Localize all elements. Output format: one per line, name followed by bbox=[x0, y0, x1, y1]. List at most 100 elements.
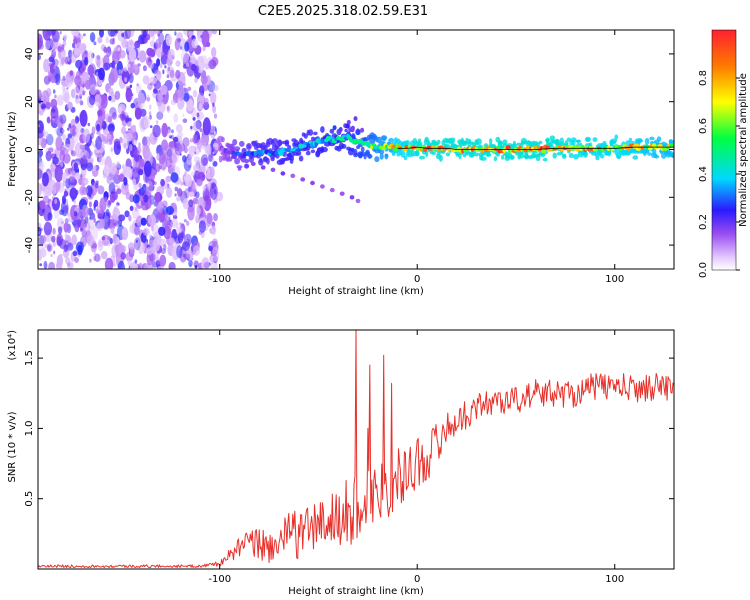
ridge-halo bbox=[583, 151, 588, 156]
snr-frame bbox=[37, 329, 675, 570]
noise-speck bbox=[163, 225, 171, 240]
noise-speck bbox=[51, 119, 55, 126]
noise-speck bbox=[184, 54, 190, 63]
noise-speck bbox=[89, 151, 93, 157]
noise-speck bbox=[194, 77, 198, 83]
noise-speck bbox=[192, 134, 198, 144]
noise-speck bbox=[127, 260, 132, 266]
noise-speck bbox=[108, 200, 112, 206]
x-tick-label: 0 bbox=[414, 274, 420, 285]
noise-speck bbox=[125, 87, 133, 103]
noise-speck bbox=[186, 62, 190, 68]
noise-speck bbox=[206, 212, 213, 225]
noise-speck bbox=[77, 244, 83, 256]
noise-speck bbox=[120, 252, 126, 260]
noise-speck bbox=[182, 118, 188, 123]
noise-speck bbox=[200, 135, 209, 146]
noise-speck bbox=[195, 214, 200, 224]
noise-speck bbox=[51, 48, 57, 59]
noise-speck bbox=[134, 40, 141, 49]
noise-speck bbox=[69, 187, 78, 200]
ridge-halo bbox=[545, 138, 551, 143]
noise-speck bbox=[65, 76, 73, 88]
noise-speck bbox=[65, 257, 71, 265]
noise-speck bbox=[108, 95, 112, 101]
ridge-halo bbox=[436, 139, 441, 145]
noise-speck bbox=[150, 265, 154, 269]
ridge-halo bbox=[303, 133, 308, 139]
noise-speck bbox=[145, 180, 154, 196]
noise-speck bbox=[176, 245, 183, 259]
ridge-halo bbox=[400, 150, 406, 158]
noise-speck bbox=[207, 167, 211, 173]
noise-speck bbox=[66, 242, 74, 251]
ridge-bump bbox=[360, 127, 365, 133]
noise-speck bbox=[83, 33, 86, 37]
noise-speck bbox=[146, 33, 151, 41]
noise-speck bbox=[107, 236, 111, 241]
noise-speck bbox=[161, 48, 169, 61]
noise-speck bbox=[125, 192, 132, 200]
noise-speck bbox=[117, 257, 120, 260]
noise-speck bbox=[132, 139, 138, 146]
noise-speck bbox=[188, 259, 193, 267]
noise-speck bbox=[107, 115, 113, 123]
noise-speck bbox=[93, 199, 99, 207]
noise-speck bbox=[109, 162, 117, 175]
ridge-halo bbox=[568, 152, 574, 159]
ridge-halo bbox=[564, 140, 569, 146]
noise-speck bbox=[105, 236, 110, 242]
noise-speck bbox=[158, 30, 163, 34]
noise-speck bbox=[94, 94, 102, 107]
noise-speck bbox=[166, 105, 171, 114]
noise-speck bbox=[165, 206, 174, 215]
ridge-halo bbox=[497, 140, 503, 147]
noise-speck bbox=[167, 48, 175, 61]
branch-point bbox=[320, 184, 325, 189]
noise-speck bbox=[154, 163, 161, 173]
noise-speck bbox=[61, 44, 65, 50]
noise-speck bbox=[192, 245, 201, 256]
noise-speck bbox=[79, 109, 88, 127]
noise-speck bbox=[46, 243, 53, 253]
noise-speck bbox=[165, 175, 172, 183]
noise-speck bbox=[94, 253, 101, 262]
noise-speck bbox=[153, 30, 161, 35]
noise-speck bbox=[139, 158, 145, 168]
noise-speck bbox=[110, 227, 115, 234]
y-tick-label: -20 bbox=[24, 189, 35, 205]
ridge-bump bbox=[332, 125, 337, 131]
noise-speck bbox=[113, 263, 116, 267]
noise-speck bbox=[117, 260, 125, 269]
noise-speck bbox=[198, 102, 203, 110]
noise-speck bbox=[195, 119, 202, 130]
noise-speck bbox=[61, 134, 67, 141]
noise-speck bbox=[89, 258, 92, 263]
snr-axes: -100 0 100 0.5 1.0 1.5 bbox=[24, 330, 674, 585]
noise-speck bbox=[110, 91, 115, 97]
ridge-halo bbox=[213, 149, 219, 154]
ridge-halo bbox=[595, 156, 600, 161]
ridge-halo bbox=[495, 152, 501, 157]
noise-speck bbox=[186, 98, 194, 112]
colorbar-tick-label: 0.4 bbox=[698, 166, 709, 182]
branch-point bbox=[290, 173, 296, 178]
noise-speck bbox=[174, 193, 177, 197]
noise-speck bbox=[101, 120, 107, 130]
noise-speck bbox=[157, 101, 166, 113]
y-tick-label: 40 bbox=[24, 48, 35, 61]
noise-speck bbox=[131, 206, 140, 220]
noise-speck bbox=[110, 147, 113, 153]
noise-speck bbox=[50, 77, 56, 84]
noise-speck bbox=[165, 34, 173, 47]
ridge-halo bbox=[493, 156, 498, 162]
y-tick-label: 1.0 bbox=[24, 420, 35, 436]
noise-speck bbox=[50, 98, 58, 109]
noise-speck bbox=[159, 62, 163, 69]
noise-speck bbox=[59, 150, 66, 162]
noise-speck bbox=[190, 138, 193, 141]
noise-speck bbox=[134, 259, 138, 264]
noise-speck bbox=[142, 65, 147, 72]
noise-speck bbox=[206, 144, 212, 155]
noise-speck bbox=[82, 83, 85, 88]
